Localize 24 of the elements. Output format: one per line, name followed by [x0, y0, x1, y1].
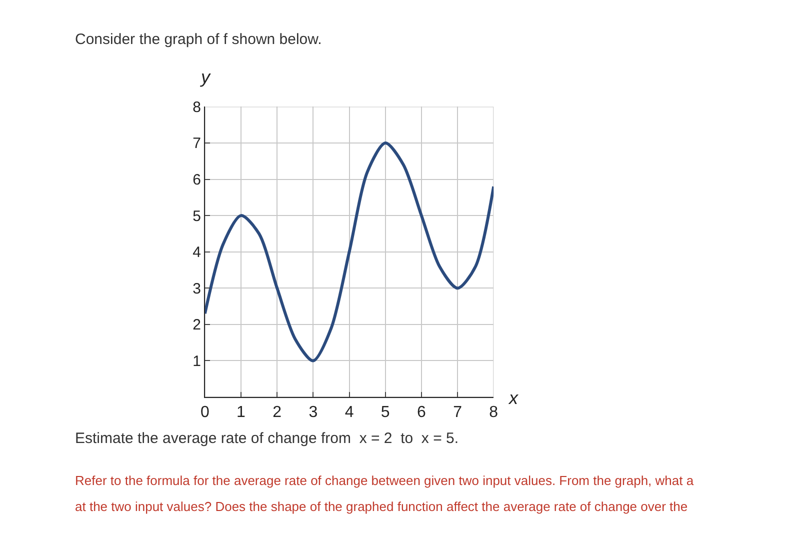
x-axis-title: x [508, 388, 519, 408]
y-tick-label: 3 [192, 280, 201, 298]
x-tick-label: 3 [308, 404, 318, 422]
x-tick-label: 1 [236, 404, 246, 422]
text: Estimate the average rate of change from x = 2 to x = 5. [75, 430, 459, 447]
x-tick-label: 2 [272, 404, 282, 422]
y-tick-label: 1 [192, 352, 201, 370]
x-tick-label: 8 [489, 404, 498, 422]
y-tick-label: 8 [192, 98, 201, 116]
y-tick-label: 7 [192, 135, 201, 152]
y-tick-label: 6 [192, 172, 201, 189]
x-tick-label: 4 [344, 404, 354, 422]
y-tick-label: 4 [192, 244, 201, 262]
x-tick-label: 6 [417, 404, 426, 422]
y-tick-label: 2 [192, 316, 201, 334]
x-tick-label: 0 [200, 404, 210, 422]
x-tick-label: 7 [453, 404, 462, 422]
line-series [204, 141, 494, 362]
text: Refer to the formula for the average rate of change between given two input values. From the graph, what a [75, 473, 694, 488]
y-axis-title: y [199, 67, 211, 87]
text: at the two input values? Does the shape of the graphed function affect the average rate of change over the [75, 499, 688, 514]
y-tick-label: 5 [192, 208, 201, 225]
chart-title: Consider the graph of f shown below. [75, 31, 322, 48]
x-tick-label: 5 [380, 404, 390, 422]
